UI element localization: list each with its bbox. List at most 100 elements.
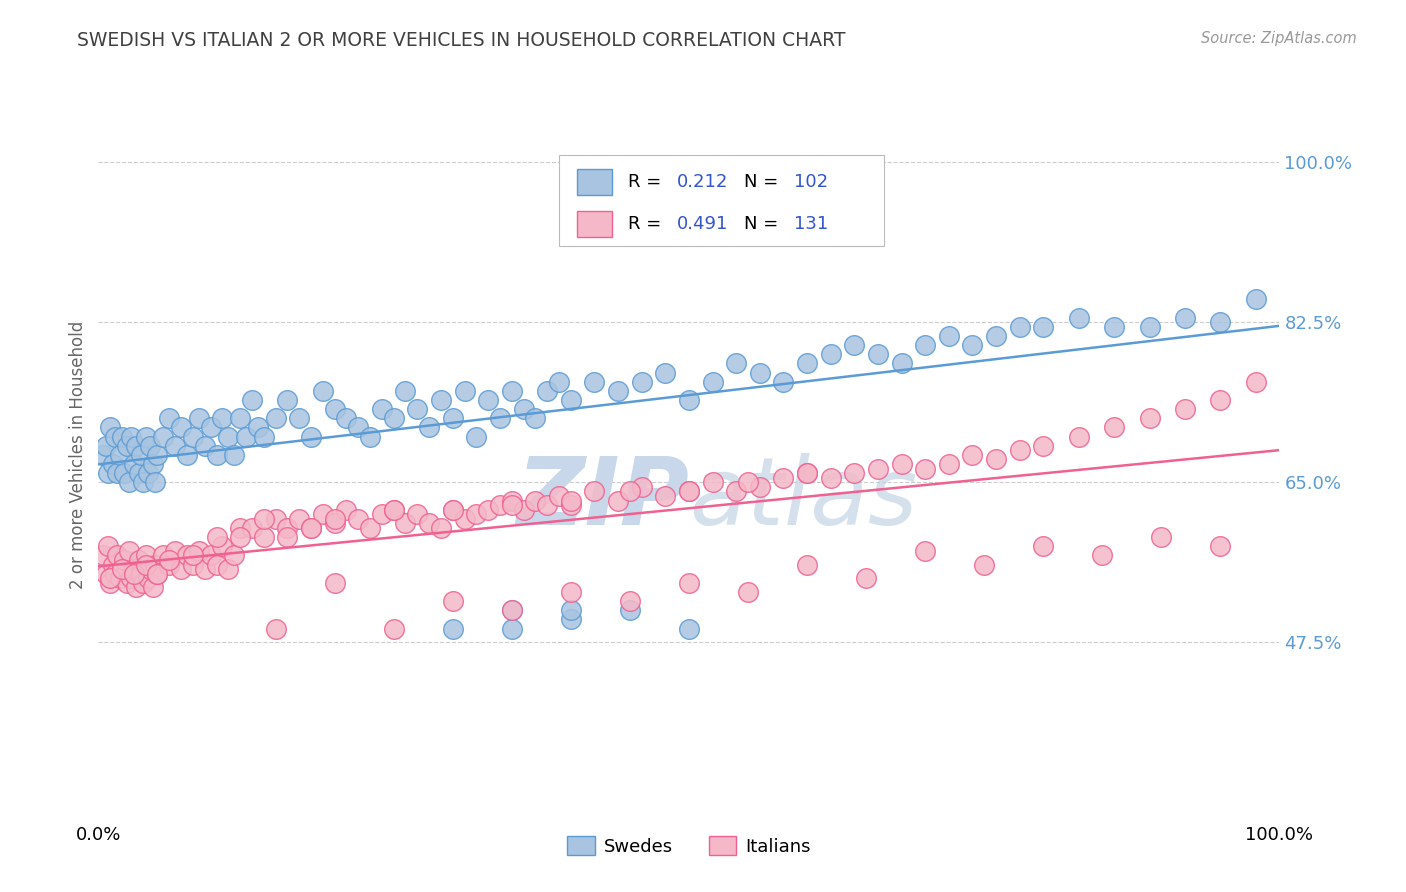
Point xyxy=(112,466,135,480)
Point xyxy=(229,521,252,535)
Point xyxy=(796,356,818,371)
Point xyxy=(205,558,228,572)
Point xyxy=(111,430,134,444)
Point xyxy=(253,512,276,526)
FancyBboxPatch shape xyxy=(576,211,612,237)
Point xyxy=(678,622,700,636)
Text: 102: 102 xyxy=(794,173,828,191)
Point xyxy=(276,521,298,535)
Point xyxy=(441,622,464,636)
Point xyxy=(91,448,114,462)
Point xyxy=(125,439,148,453)
Point xyxy=(524,493,547,508)
Point xyxy=(108,571,131,585)
Point xyxy=(264,411,287,425)
Point xyxy=(914,544,936,558)
Point xyxy=(654,366,676,380)
Point xyxy=(984,329,1007,343)
Legend: Swedes, Italians: Swedes, Italians xyxy=(560,829,818,863)
Point xyxy=(157,553,180,567)
Point xyxy=(135,549,157,563)
Point xyxy=(98,571,121,585)
Point xyxy=(536,498,558,512)
Point xyxy=(176,448,198,462)
Point xyxy=(211,411,233,425)
Text: ZIP: ZIP xyxy=(516,453,689,545)
FancyBboxPatch shape xyxy=(576,169,612,195)
Point xyxy=(101,558,124,572)
Point xyxy=(441,503,464,517)
Point xyxy=(136,466,159,480)
Point xyxy=(382,411,405,425)
Point xyxy=(323,516,346,531)
Point xyxy=(477,503,499,517)
Point xyxy=(796,558,818,572)
Point xyxy=(264,512,287,526)
Point xyxy=(1174,310,1197,325)
Point xyxy=(560,393,582,408)
Point xyxy=(299,430,322,444)
Point xyxy=(866,461,889,475)
Text: N =: N = xyxy=(744,215,785,234)
Point xyxy=(548,375,571,389)
Point xyxy=(157,411,180,425)
Point xyxy=(560,585,582,599)
Point xyxy=(866,347,889,361)
Point xyxy=(1032,439,1054,453)
Point xyxy=(121,571,143,585)
Point xyxy=(855,571,877,585)
Point xyxy=(143,558,166,572)
Point xyxy=(973,558,995,572)
Point xyxy=(382,503,405,517)
Point xyxy=(165,544,187,558)
Point xyxy=(1102,420,1125,434)
Point xyxy=(91,549,114,563)
Text: 131: 131 xyxy=(794,215,828,234)
Text: 0.491: 0.491 xyxy=(678,215,728,234)
Point xyxy=(105,549,128,563)
Point xyxy=(288,411,311,425)
Text: 0.212: 0.212 xyxy=(678,173,728,191)
Point xyxy=(1032,539,1054,553)
Point xyxy=(125,581,148,595)
Point xyxy=(323,512,346,526)
Point xyxy=(678,576,700,591)
Point xyxy=(181,558,204,572)
Text: SWEDISH VS ITALIAN 2 OR MORE VEHICLES IN HOUSEHOLD CORRELATION CHART: SWEDISH VS ITALIAN 2 OR MORE VEHICLES IN… xyxy=(77,31,846,50)
Text: R =: R = xyxy=(627,173,666,191)
Point xyxy=(139,439,162,453)
Point xyxy=(108,448,131,462)
Point xyxy=(548,489,571,503)
Point xyxy=(1008,320,1031,334)
Point xyxy=(104,566,127,581)
Point xyxy=(430,393,453,408)
Point xyxy=(382,622,405,636)
Point xyxy=(796,466,818,480)
Point xyxy=(938,457,960,471)
Point xyxy=(441,594,464,608)
Point xyxy=(820,347,842,361)
Point xyxy=(122,457,145,471)
Point xyxy=(737,475,759,490)
Point xyxy=(725,484,748,499)
Point xyxy=(619,484,641,499)
Point xyxy=(101,457,124,471)
Point xyxy=(725,356,748,371)
Point xyxy=(406,508,429,522)
Point xyxy=(224,448,246,462)
Point xyxy=(323,576,346,591)
Point xyxy=(359,430,381,444)
Point xyxy=(253,430,276,444)
Point xyxy=(170,420,193,434)
Point xyxy=(844,338,866,352)
Point xyxy=(630,375,652,389)
Point xyxy=(1139,411,1161,425)
Point xyxy=(115,576,138,591)
Point xyxy=(347,512,370,526)
Point xyxy=(453,384,475,398)
Point xyxy=(104,430,127,444)
Point xyxy=(118,475,141,490)
Point xyxy=(630,480,652,494)
Point xyxy=(170,562,193,576)
Point xyxy=(890,457,912,471)
